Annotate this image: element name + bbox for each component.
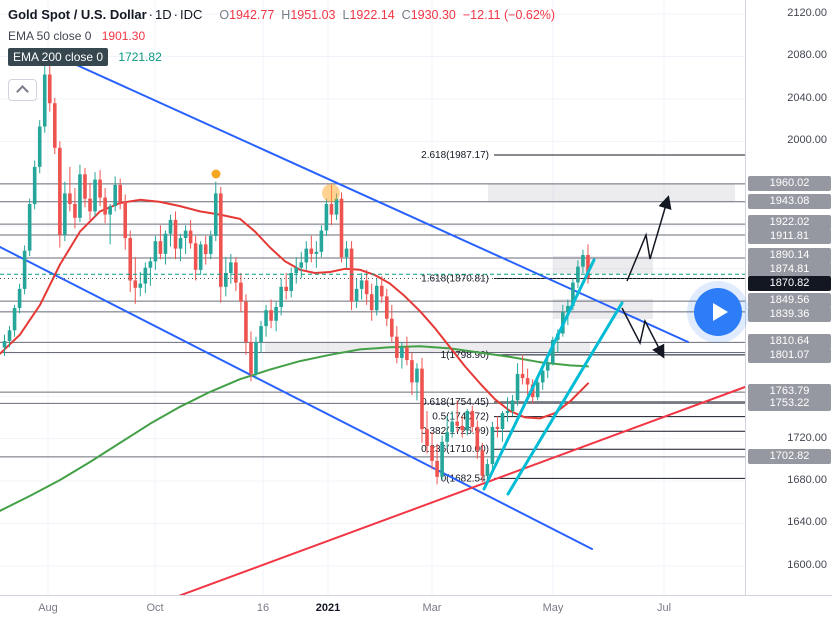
price-chart[interactable]: 2.618(1987.17) 1.618(1870.81) 1(1798.90) 0.… <box>0 0 745 595</box>
price-axis-label: 1943.08 <box>748 194 831 209</box>
price-axis-label: 1839.36 <box>748 307 831 322</box>
price-axis-label: 1702.82 <box>748 449 831 464</box>
high-label: H <box>281 8 291 22</box>
time-axis-label: Oct <box>146 602 164 614</box>
fibonacci-retracement[interactable]: 2.618(1987.17) 1.618(1870.81) 1(1798.90) 0.… <box>421 150 745 484</box>
close-label: C <box>401 8 411 22</box>
chevron-up-icon <box>16 85 29 98</box>
price-axis-label: 1600.00 <box>787 559 827 571</box>
projection-arrows[interactable] <box>621 195 672 359</box>
price-axis-label: 1960.02 <box>748 176 831 191</box>
time-axis-label: May <box>542 602 564 614</box>
play-icon <box>713 303 728 321</box>
price-axis-label: 2000.00 <box>787 134 827 146</box>
price-axis-label: 1763.79 <box>748 384 831 399</box>
exchange-label: IDC <box>179 7 203 22</box>
price-axis-label: 1890.14 <box>748 248 831 263</box>
price-axis-label: 1801.07 <box>748 348 831 363</box>
separator: · <box>148 7 154 22</box>
price-axis-label: 1680.00 <box>787 474 827 486</box>
ohlc-readout: O1942.77 H1951.03 L1922.14 C1930.30 <box>212 8 456 22</box>
event-markers[interactable] <box>211 169 341 203</box>
symbol-title[interactable]: Gold Spot / U.S. Dollar <box>8 7 147 22</box>
indicator-ema50-row[interactable]: EMA 50 close 0 1901.30 <box>8 29 555 43</box>
interval-label[interactable]: 1D <box>155 7 172 22</box>
separator: · <box>173 7 178 22</box>
fib-level-label: 1(1798.90) <box>441 350 489 361</box>
time-axis-label: Jul <box>656 602 672 614</box>
indicator-ema200-name: EMA 200 close 0 <box>8 48 109 66</box>
price-axis-label: 1874.81 <box>748 262 831 277</box>
close-value: 1930.30 <box>410 8 456 22</box>
fib-level-label: 0(1682.54) <box>441 473 489 484</box>
price-axis-label: 1810.64 <box>748 334 831 349</box>
time-axis-label: 2021 <box>315 602 341 614</box>
symbol-row: Gold Spot / U.S. Dollar · 1D · IDC O1942.77 H1… <box>8 7 555 22</box>
price-axis-label: 2120.00 <box>787 7 827 19</box>
fib-level-label: 0.618(1754.45) <box>421 397 489 408</box>
last-price-label: 1870.82 <box>748 276 831 291</box>
ascending-channel[interactable] <box>482 258 624 496</box>
price-axis-label: 1640.00 <box>787 516 827 528</box>
open-value: 1942.77 <box>229 8 275 22</box>
fib-level-label: 1.618(1870.81) <box>421 274 489 285</box>
fib-level-label: 2.618(1987.17) <box>421 150 489 161</box>
price-axis-label: 1720.00 <box>787 432 827 444</box>
high-value: 1951.03 <box>290 8 336 22</box>
chart-legend: Gold Spot / U.S. Dollar · 1D · IDC O1942.77 H1… <box>8 7 555 66</box>
collapse-legend-button[interactable] <box>8 79 37 101</box>
price-axis-label: 2040.00 <box>787 92 827 104</box>
price-axis-label: 2080.00 <box>787 49 827 61</box>
change-value: −12.11 (−0.62%) <box>462 8 556 22</box>
time-axis[interactable]: Aug Oct 16 2021 Mar May Jul <box>0 595 832 622</box>
fib-level-label: 0.236(1710.00) <box>421 444 489 455</box>
fib-level-label: 0.5(1740.72) <box>432 412 489 423</box>
low-value: 1922.14 <box>349 8 395 22</box>
price-axis-label: 1911.81 <box>748 229 831 244</box>
time-axis-label: Mar <box>422 602 442 614</box>
low-label: L <box>342 8 350 22</box>
replay-play-button[interactable] <box>694 288 742 336</box>
indicator-ema200-value: 1721.82 <box>118 50 162 64</box>
horizontal-price-levels[interactable] <box>0 183 745 458</box>
open-label: O <box>219 8 230 22</box>
time-axis-label: 16 <box>256 602 270 614</box>
price-axis[interactable]: 2120.00 2080.00 2040.00 2000.00 1960.02 1943.… <box>745 0 832 595</box>
price-axis-label: 1753.22 <box>748 396 831 411</box>
trend-lines[interactable] <box>0 61 745 595</box>
indicator-ema200-row[interactable]: EMA 200 close 0 1721.82 <box>8 48 555 66</box>
indicator-ema50-name: EMA 50 close 0 <box>8 29 92 43</box>
price-axis-label: 1922.02 <box>748 215 831 230</box>
price-marker-lines <box>0 273 745 280</box>
ema-lines <box>0 198 589 512</box>
fib-level-label: 0.382(1726.99) <box>421 426 489 437</box>
candlesticks <box>2 61 590 485</box>
time-axis-label: Aug <box>38 602 58 614</box>
indicator-ema50-value: 1901.30 <box>101 29 146 43</box>
price-axis-label: 1849.56 <box>748 293 831 308</box>
